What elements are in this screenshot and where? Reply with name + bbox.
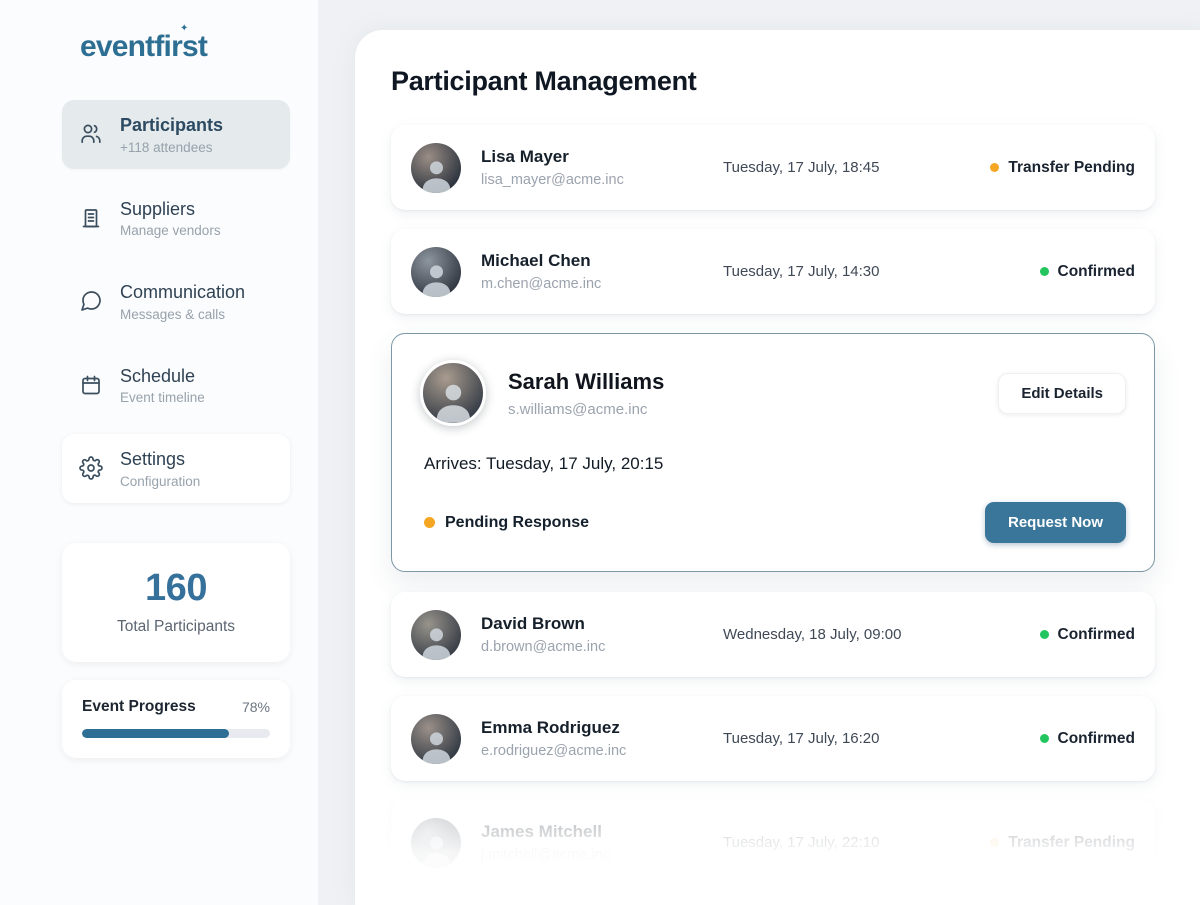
- participant-row[interactable]: Michael Chen m.chen@acme.inc Tuesday, 17…: [391, 229, 1155, 314]
- page-title: Participant Management: [391, 66, 697, 96]
- participant-name: Sarah Williams: [508, 368, 665, 394]
- status-dot: [1039, 630, 1049, 639]
- logo-text: eventfirst: [80, 30, 208, 63]
- arrival-datetime: Wednesday, 18 July, 09:00: [723, 626, 902, 643]
- avatar: [411, 609, 461, 660]
- status-dot: [990, 838, 1000, 847]
- main-panel: Participant Management Lisa Mayer lisa_m…: [355, 30, 1200, 905]
- sparkle-icon: ✦: [180, 23, 189, 34]
- sidebar-item-suppliers[interactable]: Suppliers Manage vendors: [62, 184, 290, 253]
- avatar: [411, 142, 461, 193]
- sidebar-item-settings[interactable]: Settings Configuration: [62, 434, 290, 503]
- status-dot: [424, 517, 435, 528]
- event-progress-card: Event Progress 78%: [62, 679, 290, 758]
- sidebar-item-sublabel: Configuration: [120, 473, 201, 489]
- progress-bar: [82, 728, 270, 738]
- participant-name: James Mitchell: [481, 822, 602, 841]
- total-participants-card: 160 Total Participants: [62, 542, 290, 662]
- sidebar-item-sublabel: Event timeline: [120, 390, 205, 405]
- sidebar-item-label: Settings: [120, 449, 186, 469]
- status-dot: [990, 163, 1000, 172]
- participant-email: m.chen@acme.inc: [481, 276, 602, 292]
- avatar: [420, 360, 486, 426]
- participant-row[interactable]: James Mitchell j.mitchell@acme.inc Tuesd…: [391, 800, 1155, 885]
- participant-email: e.rodriguez@acme.inc: [481, 743, 627, 759]
- participant-row[interactable]: Lisa Mayer lisa_mayer@acme.inc Tuesday, …: [391, 125, 1155, 210]
- arrives-text: Arrives: Tuesday, 17 July, 20:15: [424, 454, 664, 473]
- status-label: Pending Response: [445, 513, 590, 531]
- sidebar-item-schedule[interactable]: Schedule Event timeline: [62, 351, 290, 420]
- participant-email: lisa_mayer@acme.inc: [481, 172, 624, 188]
- participant-list: Lisa Mayer lisa_mayer@acme.inc Tuesday, …: [391, 125, 1155, 885]
- gear-icon: [78, 455, 104, 481]
- chat-icon: [78, 288, 104, 314]
- arrival-datetime: Tuesday, 17 July, 16:20: [723, 730, 880, 747]
- request-now-button[interactable]: Request Now: [984, 502, 1126, 543]
- sidebar-item-label: Communication: [120, 282, 246, 302]
- participant-name: Lisa Mayer: [481, 147, 569, 166]
- event-progress-label: Event Progress: [82, 697, 196, 715]
- status-label: Transfer Pending: [1008, 833, 1135, 851]
- event-progress-percent: 78%: [241, 698, 270, 715]
- avatar: [411, 246, 461, 297]
- participant-email: j.mitchell@acme.inc: [481, 847, 611, 863]
- participant-email: s.williams@acme.inc: [508, 400, 648, 418]
- sidebar-item-sublabel: +118 attendees: [120, 139, 213, 155]
- avatar: [411, 713, 461, 764]
- participant-email: d.brown@acme.inc: [481, 639, 606, 655]
- building-icon: [78, 205, 104, 231]
- sidebar: eventfirst ✦ Participants +118 attendees…: [0, 0, 318, 905]
- sidebar-item-label: Participants: [120, 115, 224, 135]
- total-participants-value: 160: [145, 566, 207, 609]
- sidebar-item-sublabel: Manage vendors: [120, 223, 221, 238]
- total-participants-label: Total Participants: [116, 617, 236, 635]
- edit-details-button[interactable]: Edit Details: [998, 372, 1126, 414]
- sidebar-item-participants[interactable]: Participants +118 attendees: [62, 100, 290, 169]
- participant-card-expanded[interactable]: Sarah Williams s.williams@acme.inc Edit …: [391, 333, 1155, 572]
- participant-name: Emma Rodriguez: [481, 718, 620, 737]
- status-dot: [1039, 267, 1049, 276]
- sidebar-item-communication[interactable]: Communication Messages & calls: [62, 267, 290, 336]
- status-label: Confirmed: [1057, 262, 1136, 280]
- arrival-datetime: Tuesday, 17 July, 14:30: [723, 263, 880, 280]
- progress-bar-fill: [82, 728, 229, 738]
- participant-row[interactable]: Emma Rodriguez e.rodriguez@acme.inc Tues…: [391, 696, 1155, 781]
- status-dot: [1039, 734, 1049, 743]
- participant-name: Michael Chen: [481, 251, 591, 270]
- participant-name: David Brown: [481, 614, 585, 633]
- calendar-icon: [78, 372, 104, 398]
- logo: eventfirst ✦: [80, 23, 260, 64]
- arrival-datetime: Tuesday, 17 July, 22:10: [723, 834, 880, 851]
- sidebar-item-label: Suppliers: [120, 198, 196, 219]
- sidebar-item-label: Schedule: [120, 365, 196, 386]
- status-label: Transfer Pending: [1008, 158, 1135, 176]
- arrival-datetime: Tuesday, 17 July, 18:45: [723, 159, 880, 176]
- status-label: Confirmed: [1057, 729, 1136, 747]
- avatar: [411, 817, 461, 868]
- sidebar-item-sublabel: Messages & calls: [120, 306, 226, 322]
- people-icon: [78, 121, 104, 147]
- status-label: Confirmed: [1057, 625, 1136, 643]
- participant-row[interactable]: David Brown d.brown@acme.inc Wednesday, …: [391, 592, 1155, 677]
